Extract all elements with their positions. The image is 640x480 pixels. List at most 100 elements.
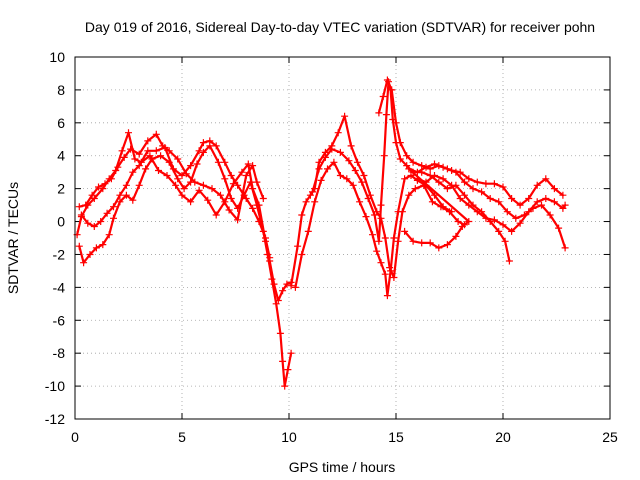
data-point [495,198,503,206]
y-axis-label: SDTVAR / TECUs [5,182,21,294]
data-point [461,178,468,186]
series-line [403,162,564,249]
data-point [99,185,107,193]
y-tick-label: 10 [49,49,65,65]
x-tick-label: 20 [495,429,511,445]
data-point [152,130,160,138]
data-point [501,237,509,245]
data-point [409,158,417,166]
data-point [328,145,336,153]
data-point [428,198,436,206]
data-point [227,172,235,179]
data-point [413,175,421,183]
data-point [272,300,280,308]
data-point [482,214,490,222]
data-point [199,139,207,147]
data-point [120,153,128,161]
data-point [469,185,477,193]
y-tick-label: 2 [57,181,65,197]
data-point [356,198,364,206]
data-point [97,218,105,225]
data-point [405,191,413,199]
data-point [131,155,139,163]
data-point [182,170,190,178]
data-point [550,185,558,193]
data-point [195,186,203,194]
data-point [187,198,195,206]
x-axis-label: GPS time / hours [289,459,396,475]
data-point [234,181,242,189]
data-point [302,198,310,206]
data-point [142,165,150,173]
data-point [221,175,229,183]
data-point [92,244,100,252]
data-point [249,162,257,170]
data-point [174,155,182,163]
data-point [309,188,316,196]
data-point [533,198,541,206]
data-point [458,223,466,230]
data-point [431,172,438,179]
data-point [542,195,550,202]
data-point [377,201,385,209]
data-point [148,155,156,163]
y-tick-label: -2 [53,246,66,262]
y-tick-label: 4 [57,148,65,164]
y-tick-label: 8 [57,82,65,98]
data-point [362,213,370,221]
data-point [298,251,306,258]
data-point [103,209,111,217]
x-tick-label: 0 [71,429,79,445]
data-point [214,158,222,166]
data-point [298,211,306,219]
data-point [86,251,94,258]
data-point [561,244,569,252]
data-point [144,137,152,145]
x-tick-label: 5 [178,429,186,445]
data-point [465,175,473,183]
data-point [351,167,359,174]
data-point [169,165,177,173]
data-point [276,329,284,337]
data-point [180,185,188,193]
data-point [253,201,261,209]
series-track-7 [309,78,513,265]
data-point [324,165,331,173]
data-point [249,204,257,212]
data-point [512,214,520,222]
data-point [262,234,269,242]
data-point [172,181,180,189]
data-point [163,172,171,179]
data-point [550,198,558,206]
data-point [266,254,274,262]
data-point [90,223,98,230]
data-point [247,178,254,186]
series-line [78,133,265,221]
data-point [354,158,361,166]
data-point [122,181,130,189]
data-point [439,175,447,183]
data-point [418,239,426,247]
data-point [431,160,438,168]
data-point [341,112,349,120]
data-point [508,227,516,235]
data-point [448,181,456,189]
data-point [114,163,122,171]
data-point [382,111,390,119]
data-point [334,129,342,137]
data-point [80,259,88,267]
data-point [174,175,182,183]
data-point [122,191,130,199]
data-point [405,165,413,173]
data-point [105,231,113,239]
data-point [330,158,338,166]
data-point [394,237,402,245]
data-point [116,198,124,206]
series-track-4 [75,130,267,224]
data-point [375,109,383,117]
series-track-10 [413,172,569,235]
data-point [381,234,389,242]
data-point [195,147,203,155]
data-point [473,178,481,186]
